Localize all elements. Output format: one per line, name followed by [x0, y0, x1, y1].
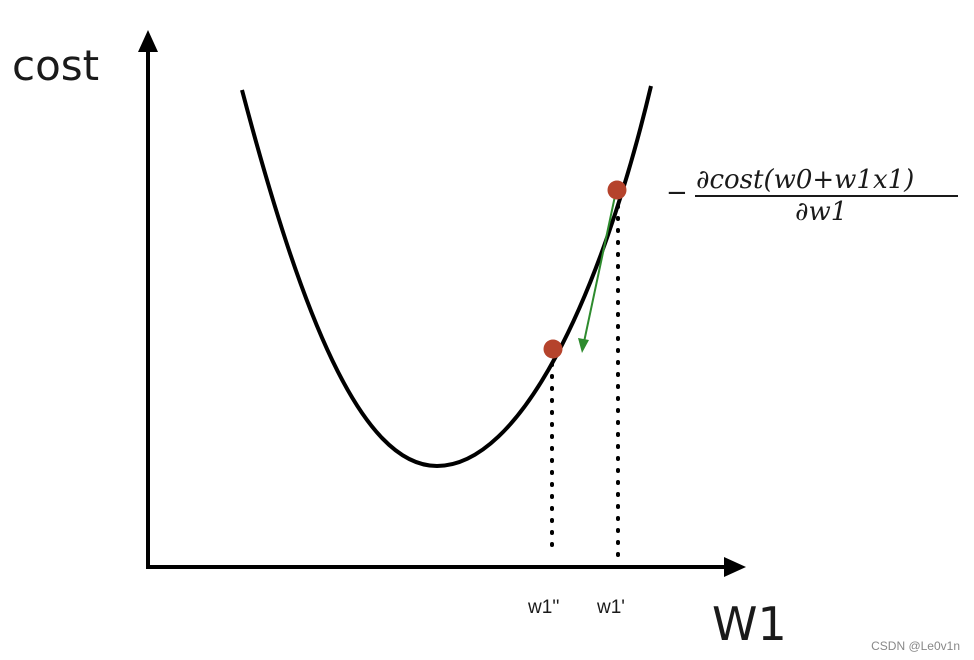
point-w1-prime	[607, 180, 627, 200]
gradient-step-arrowhead	[578, 338, 589, 353]
formula-denominator: ∂w1	[795, 197, 847, 227]
watermark-text: CSDN @Le0v1n	[871, 639, 960, 653]
y-axis-label: cost	[12, 41, 99, 90]
x-axis-label: W1	[712, 597, 787, 651]
cost-curve	[240, 85, 653, 469]
gradient-formula: − ∂cost(w0+w1x1) ∂w1	[666, 165, 958, 227]
formula-numerator: ∂cost(w0+w1x1)	[696, 165, 914, 195]
gradient-step-arrow	[583, 195, 616, 343]
tick-label-w1-prime: w1'	[596, 597, 625, 618]
point-w1-double-prime	[543, 339, 563, 359]
formula-minus-sign: −	[666, 178, 688, 208]
x-axis-arrowhead	[724, 557, 746, 577]
y-axis-arrowhead	[138, 30, 158, 52]
tick-label-w1-double-prime: w1''	[527, 597, 560, 618]
